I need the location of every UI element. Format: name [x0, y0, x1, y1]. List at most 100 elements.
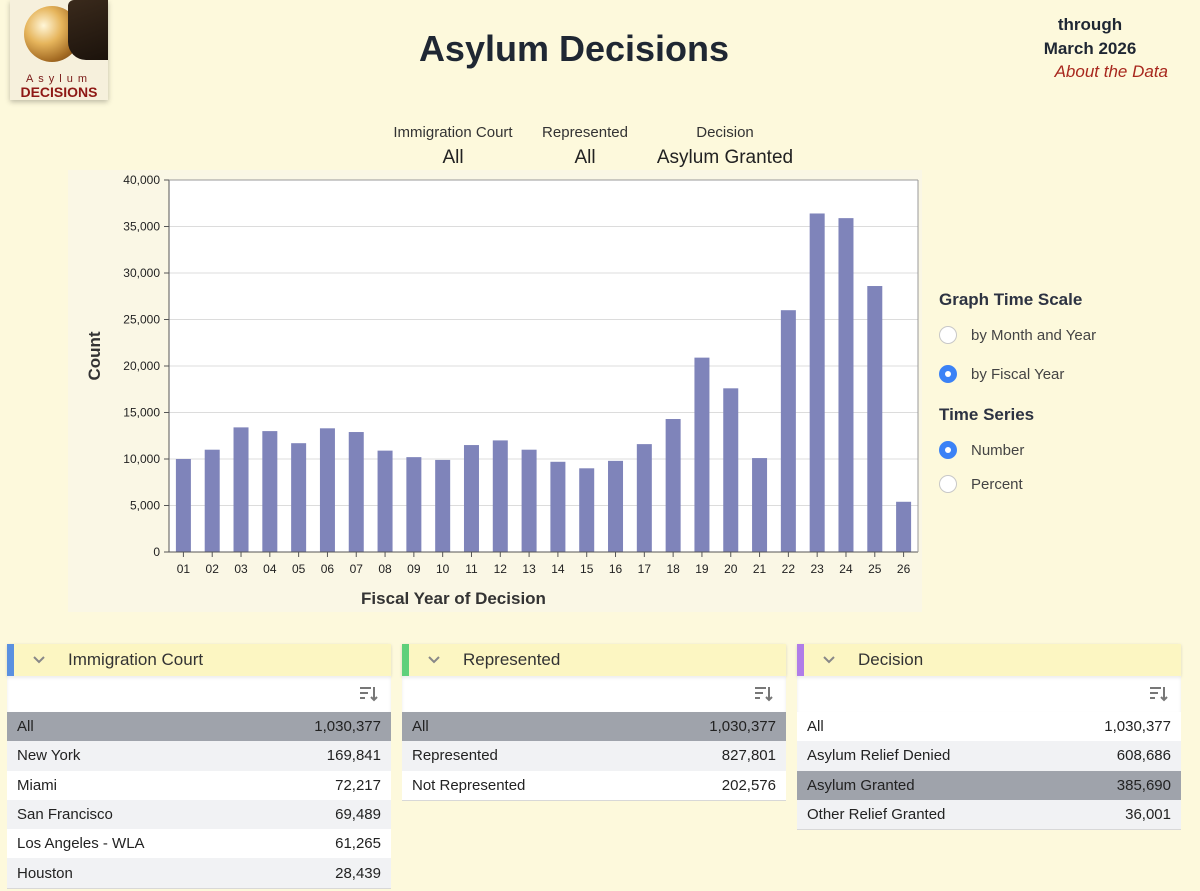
- bar: [262, 431, 278, 552]
- list-item[interactable]: San Francisco 69,489: [7, 799, 391, 830]
- x-tick-label: 22: [782, 562, 796, 576]
- x-tick-label: 10: [436, 562, 450, 576]
- logo-text-bottom: DECISIONS: [20, 84, 98, 100]
- bar: [492, 440, 508, 552]
- bar: [550, 461, 566, 552]
- radio-percent[interactable]: Percent: [939, 473, 1179, 495]
- item-count: 36,001: [1125, 806, 1171, 824]
- bar: [377, 450, 393, 552]
- x-tick-label: 01: [177, 562, 191, 576]
- represented-panel: Represented All 1,030,377 Represented 827,8…: [402, 644, 786, 801]
- chevron-down-icon[interactable]: [822, 653, 836, 667]
- filter-value: All: [574, 147, 596, 168]
- item-count: 202,576: [721, 776, 776, 794]
- list-item[interactable]: Los Angeles - WLA 61,265: [7, 829, 391, 859]
- list-item[interactable]: Houston 28,439: [7, 858, 391, 888]
- list-item[interactable]: Asylum Granted 385,690: [797, 770, 1181, 800]
- x-tick-label: 14: [551, 562, 565, 576]
- y-tick-label: 5,000: [130, 499, 160, 513]
- panel-header[interactable]: Decision: [797, 644, 1181, 676]
- radio-month-year[interactable]: by Month and Year: [939, 324, 1179, 346]
- page-title: Asylum Decisions: [418, 28, 730, 69]
- x-tick-label: 09: [407, 562, 421, 576]
- chevron-down-icon[interactable]: [32, 653, 46, 667]
- panel-header[interactable]: Represented: [402, 644, 786, 676]
- radio-number[interactable]: Number: [939, 439, 1179, 461]
- radio-button-selected[interactable]: [939, 365, 957, 383]
- sort-icon[interactable]: [359, 685, 379, 703]
- panel-header[interactable]: Immigration Court: [7, 644, 391, 676]
- item-label: All: [412, 718, 429, 736]
- list-item[interactable]: New York 169,841: [7, 741, 391, 771]
- x-tick-label: 25: [868, 562, 882, 576]
- item-label: New York: [17, 747, 81, 765]
- bar: [175, 459, 191, 552]
- list-item[interactable]: All 1,030,377: [7, 712, 391, 742]
- graph-controls: Graph Time Scale by Month and Year by Fi…: [939, 290, 1179, 512]
- x-tick-label: 15: [580, 562, 594, 576]
- bar: [348, 432, 364, 552]
- panel-title: Represented: [463, 650, 561, 669]
- x-tick-label: 03: [234, 562, 248, 576]
- list-item[interactable]: Represented 827,801: [402, 741, 786, 771]
- app-logo: Asylum DECISIONS: [10, 0, 108, 100]
- decision-panel: Decision All 1,030,377 Asylum Relief Denie…: [797, 644, 1181, 831]
- item-label: Asylum Relief Denied: [807, 747, 951, 765]
- about-data-link[interactable]: About the Data: [1054, 62, 1168, 81]
- x-tick-label: 05: [292, 562, 306, 576]
- item-count: 385,690: [1116, 776, 1171, 794]
- y-tick-label: 20,000: [123, 359, 160, 373]
- x-tick-label: 04: [263, 562, 277, 576]
- bar: [838, 218, 854, 552]
- radio-button-selected[interactable]: [939, 441, 957, 459]
- bar: [896, 501, 912, 552]
- item-label: All: [807, 718, 824, 736]
- list-item[interactable]: Other Relief Granted 36,001: [797, 799, 1181, 830]
- x-tick-label: 23: [810, 562, 824, 576]
- item-label: Not Represented: [412, 776, 526, 794]
- filter-label: Decision: [696, 124, 754, 141]
- item-count: 61,265: [335, 835, 381, 853]
- y-tick-label: 10,000: [123, 452, 160, 466]
- radio-fiscal-year[interactable]: by Fiscal Year: [939, 363, 1179, 385]
- sort-icon[interactable]: [1149, 685, 1169, 703]
- x-tick-label: 24: [839, 562, 853, 576]
- filter-value: Asylum Granted: [656, 147, 794, 168]
- bar: [809, 213, 825, 553]
- filter-represented: Represented All: [525, 124, 645, 169]
- bar: [435, 459, 451, 552]
- filter-decision: Decision Asylum Granted: [640, 124, 810, 169]
- sort-bar: [797, 676, 1181, 712]
- item-count: 69,489: [335, 806, 381, 824]
- list-item[interactable]: All 1,030,377: [402, 712, 786, 742]
- bar-chart: 0 5,000 10,000 15,000 20,000 25,000 30,000 35,0…: [85, 173, 919, 608]
- bar: [291, 443, 307, 552]
- bar: [463, 445, 479, 552]
- list-item[interactable]: Not Represented 202,576: [402, 770, 786, 800]
- sort-bar: [7, 676, 391, 712]
- bar: [780, 310, 796, 552]
- data-list: All 1,030,377 New York 169,841 Miami 72,217 Sa…: [7, 712, 391, 889]
- chevron-down-icon[interactable]: [427, 653, 441, 667]
- radio-button[interactable]: [939, 326, 957, 344]
- item-label: All: [17, 718, 34, 736]
- panel-title: Decision: [858, 650, 924, 669]
- list-item[interactable]: Miami 72,217: [7, 770, 391, 800]
- list-item[interactable]: All 1,030,377: [797, 712, 1181, 742]
- sort-icon[interactable]: [754, 685, 774, 703]
- item-count: 608,686: [1116, 747, 1171, 765]
- y-axis-title: Count: [85, 331, 104, 380]
- x-tick-label: 08: [378, 562, 392, 576]
- x-tick-label: 07: [350, 562, 364, 576]
- radio-button[interactable]: [939, 475, 957, 493]
- filter-label: Represented: [542, 124, 628, 141]
- x-tick-label: 20: [724, 562, 738, 576]
- item-label: Represented: [412, 747, 498, 765]
- x-tick-label: 06: [321, 562, 335, 576]
- x-tick-label: 16: [609, 562, 623, 576]
- list-item[interactable]: Asylum Relief Denied 608,686: [797, 741, 1181, 771]
- panel-title: Immigration Court: [68, 650, 204, 669]
- radio-label: Percent: [971, 475, 1023, 493]
- x-tick-label: 21: [753, 562, 767, 576]
- bar: [579, 468, 595, 552]
